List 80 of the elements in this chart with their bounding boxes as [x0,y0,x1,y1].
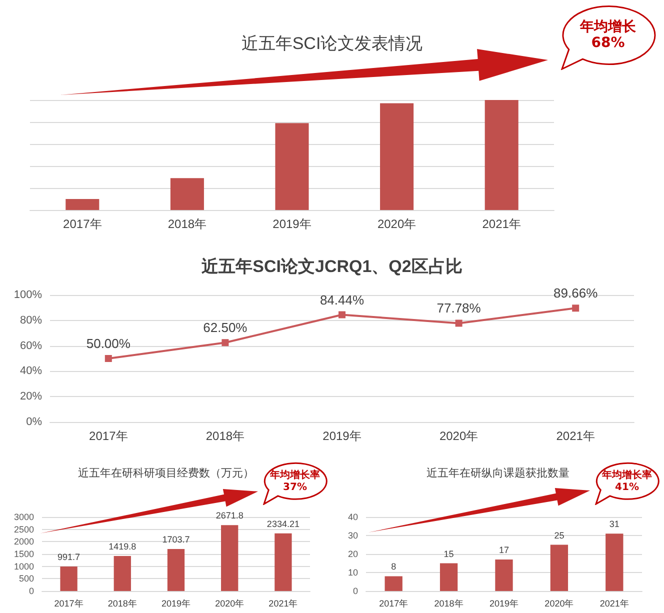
x-tick-label: 2020年 [544,598,574,608]
x-tick-label: 2019年 [489,598,519,608]
y-tick-label: 10 [348,568,358,578]
data-label: 8 [391,562,396,572]
data-label: 31 [609,519,620,530]
x-tick-label: 2020年 [377,217,416,231]
bar [66,199,100,210]
data-label: 25 [554,530,564,540]
x-tick-label: 2020年 [439,429,478,443]
x-tick-label: 2021年 [556,429,595,443]
bar [550,544,568,591]
data-label: 1703.7 [162,534,190,544]
y-tick-label: 20 [348,549,358,559]
x-tick-label: 2020年 [215,598,244,608]
chart-title: 近五年SCI论文发表情况 [241,34,423,53]
bar [606,534,624,591]
y-tick-label: 80% [20,314,42,326]
y-tick-label: 20% [20,390,42,403]
x-tick-label: 2017年 [379,598,408,608]
y-tick-label: 0 [352,586,358,596]
data-label: 89.66% [554,286,598,301]
y-tick-label: 500 [18,574,34,584]
point [338,311,346,318]
x-tick-label: 2017年 [63,217,102,231]
data-label: 2334.21 [266,518,300,529]
data-label: 77.78% [436,300,482,316]
chart-title: 近五年在研科研项目经费数（万元） [78,466,254,480]
x-tick-label: 2019年 [272,217,312,231]
y-tick-label: 100% [14,289,42,301]
bar [114,556,131,591]
y-tick-label: 1500 [14,549,34,559]
y-tick-label: 40 [348,512,358,522]
x-tick-label: 2018年 [434,598,464,608]
bar [167,548,185,591]
y-tick-label: 2500 [14,524,34,534]
speech-bubble: 年均增长率 37% [262,461,328,505]
bar [275,123,309,210]
data-label: 991.7 [58,552,80,562]
speech-bubble: 年均增长 68% [560,4,656,70]
y-tick-label: 60% [20,340,42,352]
speech-bubble: 年均增长率 41% [594,461,660,505]
x-tick-label: 2018年 [206,429,245,443]
bar [440,563,458,591]
y-tick-label: 2000 [14,536,34,547]
chart-title: 近五年在研纵向课题获批数量 [426,466,570,480]
point [572,304,580,312]
data-label: 62.50% [203,320,248,336]
bar [484,100,518,210]
point [104,355,112,362]
data-label: 15 [444,548,454,559]
data-label: 17 [498,545,510,556]
bar [170,178,204,210]
data-label: 2671.8 [216,510,244,521]
point [222,339,229,346]
data-label: 1419.8 [108,541,136,552]
point [455,320,462,327]
x-tick-label: 2021年 [482,217,521,231]
bar [380,103,414,210]
x-tick-label: 2021年 [268,598,298,608]
bar [60,566,78,591]
y-tick-label: 0 [28,586,34,596]
x-tick-label: 2018年 [168,217,207,231]
y-tick-label: 40% [20,365,42,378]
x-tick-label: 2017年 [54,598,84,608]
x-tick-label: 2021年 [600,598,629,608]
y-tick-label: 1000 [14,561,34,572]
y-tick-label: 3000 [14,512,34,522]
chart-title: 近五年SCI论文JCRQ1、Q2区占比 [200,257,462,276]
x-tick-label: 2017年 [89,429,128,443]
bar [495,560,513,591]
x-tick-label: 2019年 [322,429,362,443]
bar [384,576,402,591]
y-tick-label: 0% [26,416,42,428]
bar [221,525,238,591]
x-tick-label: 2019年 [161,598,191,608]
data-label: 84.44% [320,292,364,308]
y-tick-label: 30 [348,530,358,540]
bar [274,533,292,591]
data-label: 50.00% [86,336,131,351]
x-tick-label: 2018年 [108,598,137,608]
